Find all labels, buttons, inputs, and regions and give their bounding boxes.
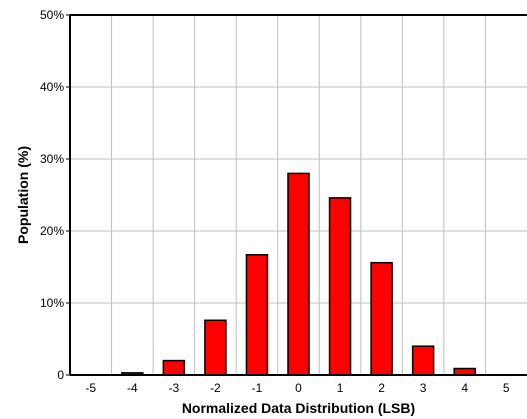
- x-tick-label: 1: [337, 381, 344, 395]
- bars: [121, 172, 476, 376]
- x-tick-label: -3: [169, 381, 180, 395]
- x-tick-label: -1: [252, 381, 263, 395]
- x-tick-label: -2: [210, 381, 221, 395]
- y-tick-label: 0: [57, 368, 64, 382]
- x-tick-label: 4: [461, 381, 468, 395]
- y-tick-label: 30%: [40, 152, 64, 166]
- bar-0: [287, 172, 310, 376]
- x-tick-label: 0: [295, 381, 302, 395]
- y-tick-label: 20%: [40, 224, 64, 238]
- y-tick-labels: 0 10% 20% 30% 40% 50%: [40, 8, 70, 382]
- x-tick-label: -5: [85, 381, 96, 395]
- x-axis-title: Normalized Data Distribution (LSB): [182, 400, 415, 416]
- bar-3: [411, 345, 435, 376]
- y-tick-label: 10%: [40, 296, 64, 310]
- y-tick-label: 50%: [40, 8, 64, 22]
- y-tick-label: 40%: [40, 80, 64, 94]
- x-tick-label: 3: [420, 381, 427, 395]
- x-tick-labels: -5 -4 -3 -2 -1 0 1 2 3 4 5: [85, 381, 509, 395]
- x-tick-label: 5: [503, 381, 510, 395]
- bar-2: [370, 261, 393, 376]
- x-tick-label: 2: [378, 381, 385, 395]
- bar--2: [204, 319, 227, 376]
- grid-lines: [70, 15, 527, 375]
- bar--3: [162, 359, 186, 376]
- bar-1: [328, 197, 352, 376]
- bar--1: [245, 254, 269, 376]
- y-axis-title: Population (%): [15, 146, 31, 244]
- x-tick-label: -4: [127, 381, 138, 395]
- plot-frame: [69, 14, 527, 376]
